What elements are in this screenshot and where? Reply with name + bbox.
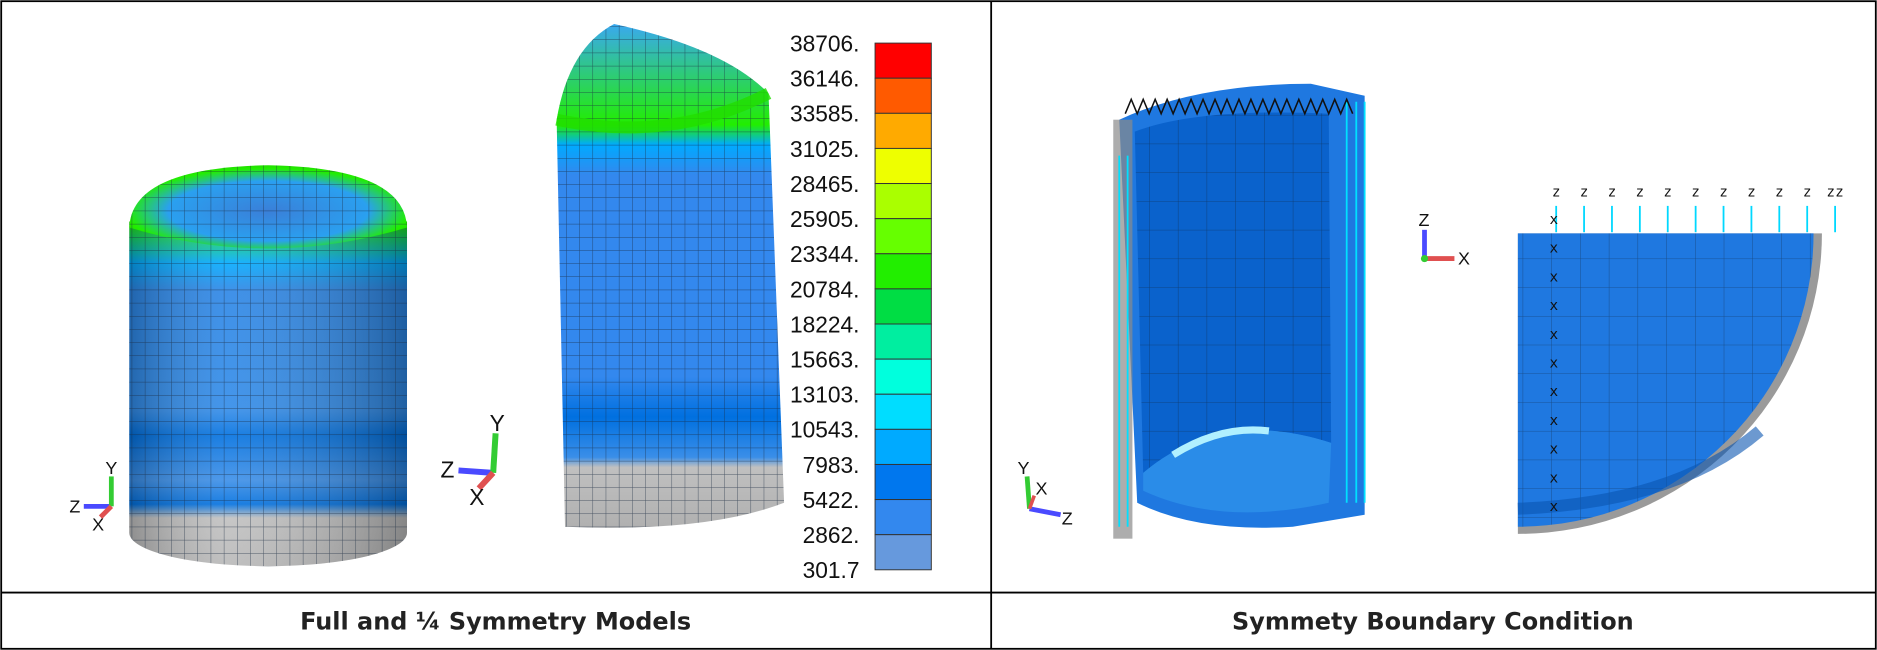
legend-label: 10543.	[790, 417, 860, 443]
legend-label: 13103.	[790, 382, 860, 408]
legend-swatch	[875, 219, 931, 254]
bc-label: x	[1549, 241, 1558, 257]
axis-label: X	[1035, 478, 1047, 498]
legend-label: 18224.	[790, 311, 860, 337]
bc-label: x	[1549, 442, 1558, 458]
legend-label: 38706.	[790, 30, 860, 56]
legend-swatch	[875, 78, 931, 113]
legend-label: 33585.	[790, 101, 860, 127]
legend-swatch	[875, 43, 931, 78]
legend-swatch	[875, 464, 931, 499]
legend-label: 7983.	[803, 452, 860, 478]
legend-label: 25905.	[790, 206, 860, 232]
bc-label: z	[1691, 184, 1700, 200]
legend: 38706. 36146. 33585. 31025. 28465. 25905. 2334…	[790, 30, 931, 583]
legend-swatch	[875, 254, 931, 289]
legend-label: 20784.	[790, 276, 860, 302]
bc-label: z	[1608, 184, 1617, 200]
axis-label: X	[469, 484, 484, 510]
legend-swatch	[875, 148, 931, 183]
legend-swatch	[875, 394, 931, 429]
bc-label: z	[1719, 184, 1728, 200]
bc-label: z	[1747, 184, 1756, 200]
legend-swatch	[875, 359, 931, 394]
legend-swatch	[875, 113, 931, 148]
bc-label: z	[1663, 184, 1672, 200]
page: {"panels":[ {"caption":"Full and ¼ Symme…	[0, 0, 1877, 650]
full-model	[129, 165, 407, 566]
legend-label: 23344.	[790, 241, 860, 267]
legend-label: 31025.	[790, 136, 860, 162]
axis-label: Y	[105, 458, 117, 478]
axis-label: Y	[1018, 458, 1030, 478]
bc-label: z	[1580, 184, 1589, 200]
bc-label: x	[1549, 269, 1558, 285]
bc-label: x	[1549, 499, 1558, 515]
legend-label: 15663.	[790, 346, 860, 372]
caption: Symmety Boundary Condition	[1232, 608, 1634, 636]
quarter-model	[557, 24, 784, 528]
bc-label: z	[1636, 184, 1645, 200]
bc-label: z	[1803, 184, 1812, 200]
axis-label: X	[1458, 249, 1470, 269]
legend-label: 28465.	[790, 171, 860, 197]
legend-swatch	[875, 324, 931, 359]
bc-label: x	[1549, 355, 1558, 371]
bc-model-plan	[1518, 233, 1822, 533]
legend-label: 301.7	[803, 557, 860, 583]
triad: Z Y X	[69, 458, 117, 534]
triad: Z Y X	[441, 410, 505, 510]
legend-swatch	[875, 535, 931, 570]
axis-label: Z	[1062, 508, 1073, 528]
legend-label: 5422.	[803, 487, 860, 513]
legend-label: 2862.	[803, 522, 860, 548]
axis-label: X	[92, 514, 104, 534]
bc-label: zz	[1826, 184, 1843, 200]
legend-swatch	[875, 500, 931, 535]
bc-model-3d	[1113, 84, 1364, 539]
legend-swatch	[875, 429, 931, 464]
axis-label: Z	[441, 457, 455, 483]
bc-label: x	[1549, 212, 1558, 228]
bc-label: x	[1549, 413, 1558, 429]
legend-swatch	[875, 184, 931, 219]
bc-label: x	[1549, 384, 1558, 400]
bc-label: x	[1549, 470, 1558, 486]
legend-swatch	[875, 289, 931, 324]
bc-label: z	[1552, 184, 1561, 200]
legend-label: 36146.	[790, 66, 860, 92]
axis-label: Z	[1419, 210, 1430, 230]
axis-label: Z	[69, 496, 80, 516]
bc-label: z	[1775, 184, 1784, 200]
caption: Full and ¼ Symmetry Models	[300, 608, 691, 636]
triad: X Z	[1419, 210, 1471, 268]
triad: Z Y X	[1018, 458, 1073, 528]
bc-label: x	[1549, 298, 1558, 314]
bc-label: x	[1549, 327, 1558, 343]
figure: 38706. 36146. 33585. 31025. 28465. 25905. 2334…	[0, 0, 1877, 650]
axis-label: Y	[490, 410, 505, 436]
